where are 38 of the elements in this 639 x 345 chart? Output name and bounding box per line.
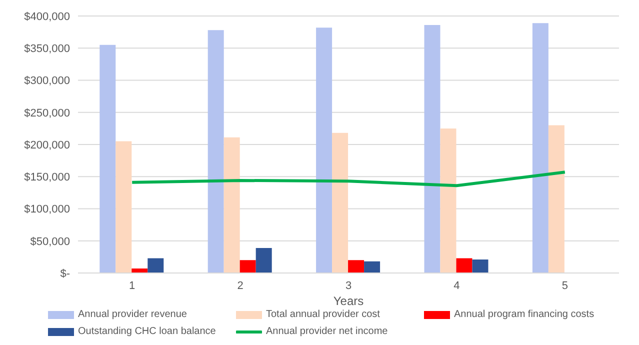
bar bbox=[424, 24, 440, 273]
y-tick-label: $350,000 bbox=[24, 43, 70, 56]
line-series bbox=[130, 170, 566, 188]
bar bbox=[548, 125, 564, 273]
legend-label: Outstanding CHC loan balance bbox=[78, 326, 216, 337]
bar bbox=[100, 44, 116, 273]
legend-label: Annual provider net income bbox=[266, 326, 388, 337]
bar bbox=[348, 260, 364, 273]
y-tick-label: $200,000 bbox=[24, 139, 70, 152]
bar bbox=[240, 260, 256, 273]
y-tick-label: $- bbox=[60, 268, 70, 280]
x-tick-label: 2 bbox=[237, 280, 244, 292]
bar bbox=[364, 261, 380, 273]
bar bbox=[224, 137, 240, 273]
bar bbox=[148, 258, 164, 273]
y-tick-label: $50,000 bbox=[30, 236, 70, 248]
x-axis-title: Years bbox=[333, 294, 364, 308]
y-tick-label: $300,000 bbox=[24, 75, 70, 88]
x-tick-label: 3 bbox=[345, 280, 352, 292]
y-tick-label: $400,000 bbox=[24, 10, 70, 23]
bar bbox=[456, 258, 472, 273]
x-tick-label: 5 bbox=[562, 280, 568, 292]
y-tick-label: $150,000 bbox=[24, 172, 70, 184]
y-tick-label: $250,000 bbox=[24, 107, 70, 120]
x-tick-label: 4 bbox=[454, 280, 460, 292]
x-tick-label: 1 bbox=[129, 280, 136, 292]
bar bbox=[116, 141, 132, 273]
bar bbox=[440, 128, 456, 273]
bar bbox=[208, 30, 224, 273]
bar bbox=[256, 248, 272, 273]
bar bbox=[332, 132, 348, 273]
bar bbox=[472, 260, 488, 273]
legend-label: Annual program financing costs bbox=[454, 309, 594, 320]
y-tick-label: $100,000 bbox=[24, 204, 70, 216]
legend-label: Annual provider revenue bbox=[78, 309, 187, 320]
bar bbox=[532, 23, 548, 273]
legend-label: Total annual provider cost bbox=[266, 309, 380, 320]
bar bbox=[316, 28, 332, 273]
